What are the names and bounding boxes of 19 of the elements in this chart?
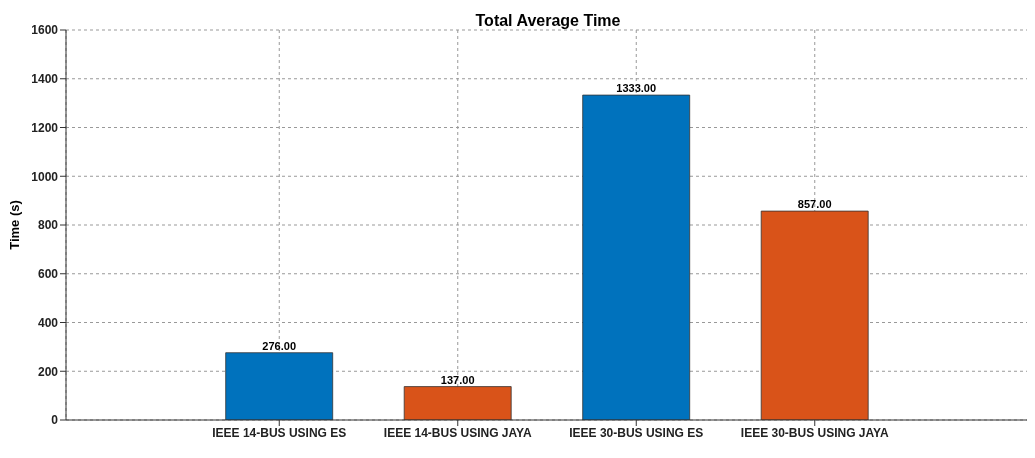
- x-tick-label: IEEE 14-BUS USING JAYA: [383, 425, 532, 440]
- data-label: 857.00: [797, 198, 832, 211]
- y-tick-label: 200: [37, 364, 59, 379]
- data-label: 1333.00: [616, 82, 657, 95]
- y-tick-label: 1000: [31, 169, 59, 184]
- y-tick-label: 0: [51, 413, 59, 428]
- y-tick-label: 1400: [31, 72, 59, 87]
- x-tick-label: IEEE 30-BUS USING JAYA: [740, 425, 889, 440]
- y-tick-label: 1200: [31, 120, 59, 135]
- chart-title: Total Average Time: [475, 12, 621, 29]
- data-label: 137.00: [440, 373, 475, 386]
- y-tick-label: 600: [37, 267, 59, 282]
- x-tick-label: IEEE 30-BUS USING ES: [569, 425, 704, 440]
- y-tick-label: 1600: [31, 23, 59, 38]
- y-axis-title: Time (s): [6, 200, 22, 250]
- y-tick-label: 400: [37, 315, 59, 330]
- x-tick-label: IEEE 14-BUS USING ES: [212, 425, 347, 440]
- y-tick-label: 800: [37, 218, 59, 233]
- data-label: 276.00: [262, 339, 297, 352]
